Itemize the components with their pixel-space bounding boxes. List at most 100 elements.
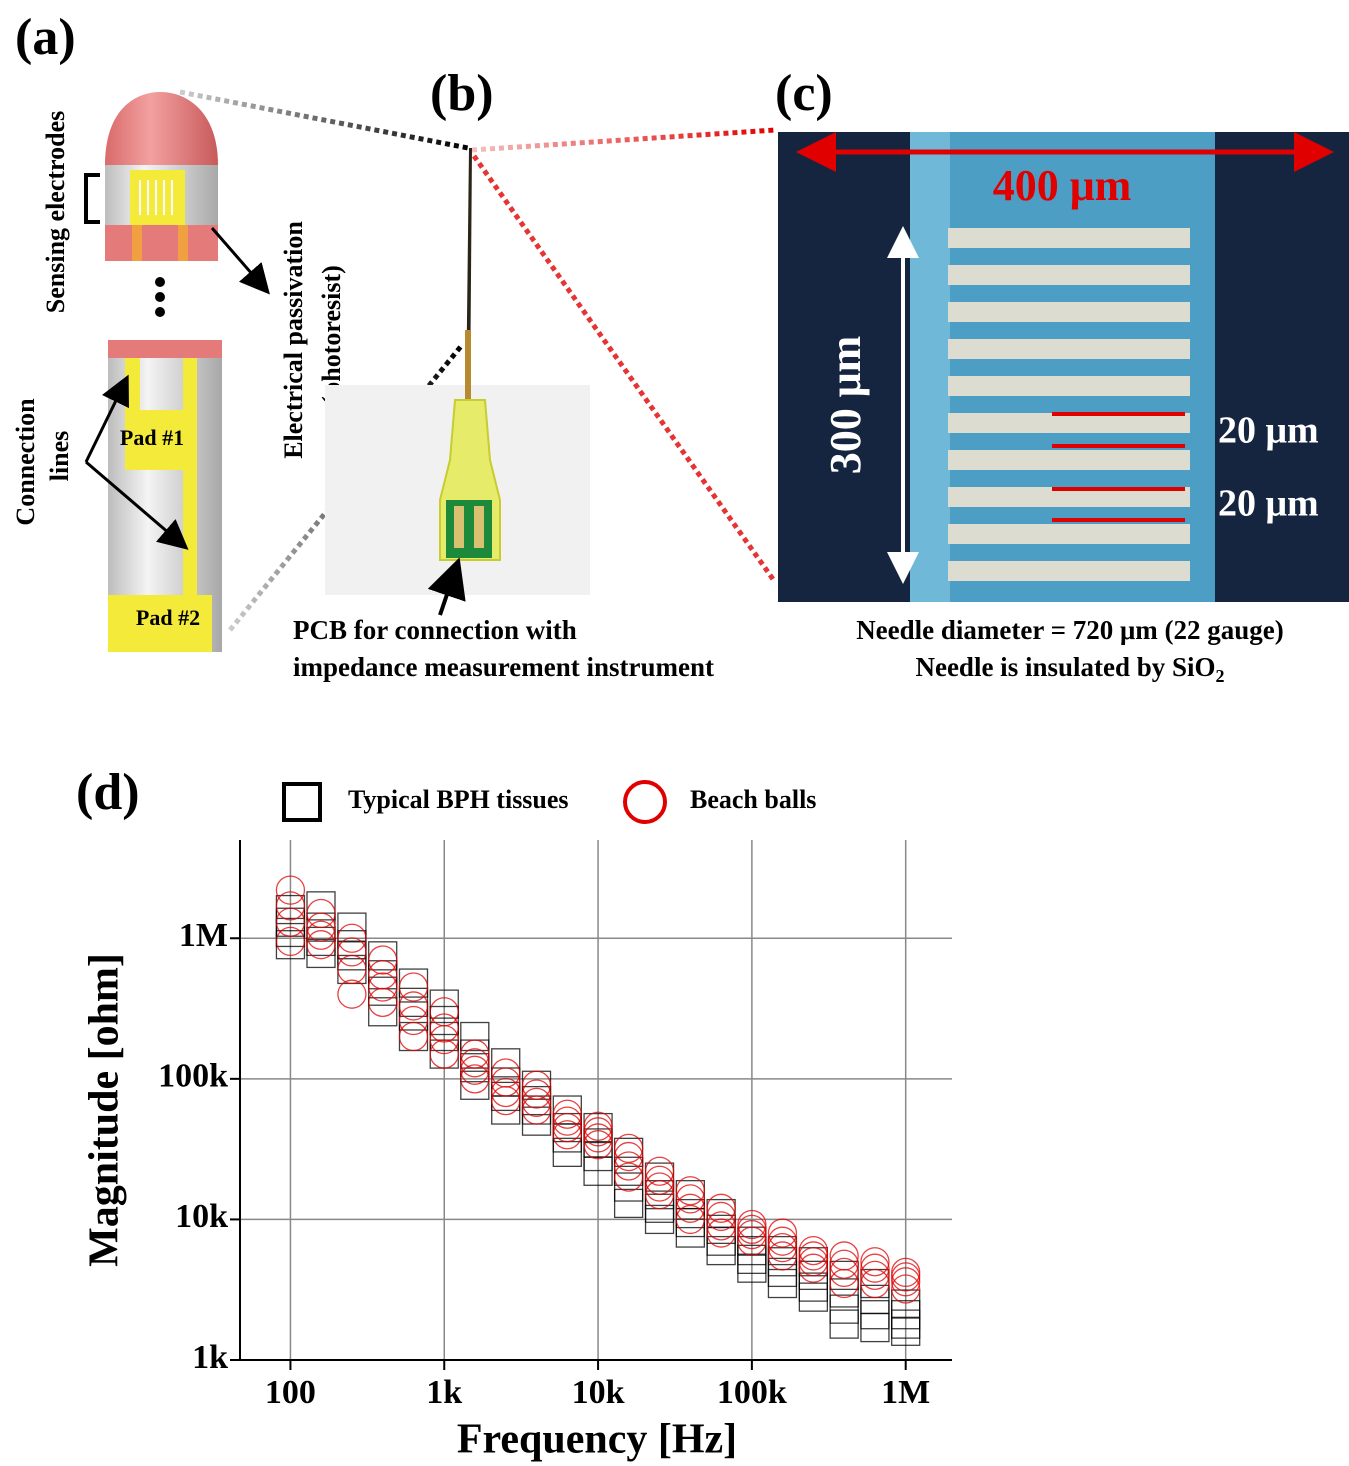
data-point <box>613 1156 644 1186</box>
dimension-label: 400 μm <box>993 161 1132 210</box>
data-point <box>798 1282 829 1312</box>
data-point <box>583 1111 613 1141</box>
data-point <box>368 972 398 1002</box>
data-point <box>767 1241 798 1271</box>
needle-surface <box>910 132 1215 602</box>
data-point <box>521 1079 552 1109</box>
data-point <box>675 1193 705 1223</box>
data-point <box>368 945 398 975</box>
data-point <box>829 1278 859 1308</box>
data-point <box>275 926 306 957</box>
data-point <box>337 937 367 967</box>
data-point <box>429 1005 459 1036</box>
data-point <box>675 1204 705 1235</box>
data-point <box>491 1048 521 1078</box>
data-point <box>767 1268 798 1299</box>
subscript: 2 <box>1216 666 1225 686</box>
pcb <box>446 500 492 558</box>
data-point <box>767 1232 798 1263</box>
x-tick-label: 1k <box>426 1374 462 1411</box>
data-point <box>306 938 336 969</box>
panel-label: (a) <box>15 9 76 66</box>
x-axis-label: Frequency [Hz] <box>457 1417 737 1463</box>
data-point <box>891 1289 921 1319</box>
data-point <box>706 1211 736 1241</box>
pad-1 <box>125 358 195 470</box>
data-point <box>829 1309 859 1339</box>
data-point <box>398 972 429 1002</box>
data-point <box>306 930 336 960</box>
data-point <box>891 1274 921 1304</box>
data-point <box>860 1300 890 1330</box>
data-point <box>613 1172 644 1202</box>
data-point <box>860 1284 890 1315</box>
passivation-band <box>108 340 222 358</box>
data-point <box>521 1087 552 1118</box>
pcb-pad <box>454 506 464 548</box>
dot <box>155 292 165 302</box>
data-point <box>860 1268 890 1299</box>
x-tick-label: 100k <box>717 1374 787 1411</box>
data-point <box>891 1267 921 1297</box>
data-point <box>552 1112 582 1143</box>
passivation-band <box>105 225 218 261</box>
data-point <box>613 1141 644 1172</box>
data-point <box>491 1077 521 1108</box>
zoom-line <box>471 127 776 153</box>
data-point <box>706 1226 736 1256</box>
data-point <box>337 912 367 942</box>
data-point <box>460 1064 490 1094</box>
data-point <box>368 997 398 1027</box>
panel-a: (a) Pad #1 Pad #2 Sensing electrodes Con… <box>11 9 469 652</box>
data-point <box>306 920 336 950</box>
arrow <box>210 227 270 295</box>
data-point <box>644 1172 675 1202</box>
y-tick-label: 1k <box>192 1339 228 1376</box>
data-point <box>706 1201 736 1232</box>
data-point <box>275 907 306 937</box>
data-point <box>491 1067 521 1097</box>
data-point <box>337 979 367 1009</box>
data-point <box>798 1247 829 1277</box>
data-point <box>613 1133 644 1164</box>
data-point <box>644 1180 675 1210</box>
data-point <box>398 991 429 1021</box>
data-point <box>521 1095 552 1125</box>
data-point <box>337 930 367 960</box>
needle-tip <box>105 92 218 165</box>
caption-text: Needle is insulated by SiO <box>915 652 1215 682</box>
dimension-label: 20 μm <box>1218 483 1319 525</box>
data-point <box>891 1262 921 1292</box>
trace <box>183 358 197 598</box>
x-tick-label: 1M <box>881 1374 930 1411</box>
pad-label: Pad #1 <box>120 425 184 450</box>
label: Electrical passivation <box>279 221 308 459</box>
data-point <box>675 1176 705 1206</box>
needle <box>465 330 471 405</box>
trace <box>132 225 142 261</box>
data-point <box>829 1249 859 1279</box>
data-point <box>337 954 367 985</box>
data-point <box>829 1241 859 1271</box>
data-point <box>552 1099 582 1129</box>
data-point <box>460 1070 490 1100</box>
label: Connection <box>11 398 40 526</box>
data-point <box>368 960 398 990</box>
data-point <box>275 875 306 905</box>
panel-b: (b) PCB for connection with impedance me… <box>293 65 778 682</box>
data-point <box>521 1070 552 1100</box>
data-point <box>583 1123 613 1153</box>
comb <box>139 180 173 215</box>
data-point <box>429 1013 459 1043</box>
legend-label: Typical BPH tissues <box>348 785 569 814</box>
y-tick-label: 1M <box>179 917 228 954</box>
pad-label: Pad #2 <box>136 605 200 630</box>
data-point <box>491 1058 521 1088</box>
legend-marker <box>623 780 667 824</box>
y-tick-label: 100k <box>158 1058 228 1095</box>
y-axis-label: Magnitude [ohm] <box>82 953 128 1267</box>
data-point <box>675 1184 705 1214</box>
dimension-label: 20 μm <box>1218 410 1319 452</box>
data-point <box>337 923 367 953</box>
